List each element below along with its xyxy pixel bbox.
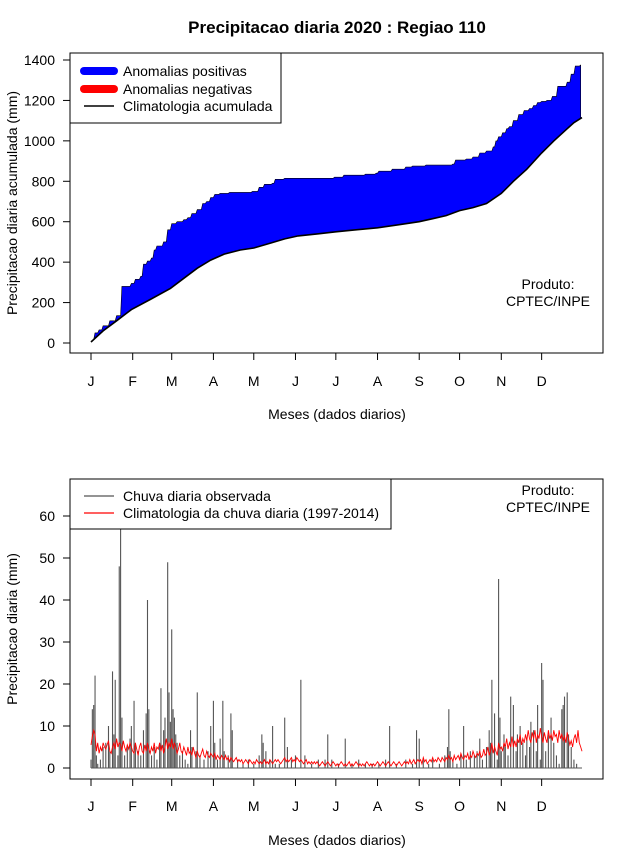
x-tick-label: A xyxy=(209,798,219,814)
x-tick-label: N xyxy=(496,373,506,389)
y-tick-label: 1200 xyxy=(24,92,55,108)
legend-label-climatology: Climatologia acumulada xyxy=(123,98,273,114)
daily-climatology-line xyxy=(90,728,583,767)
x-tick-label: O xyxy=(454,373,465,389)
figure-title: Precipitacao diaria 2020 : Regiao 110 xyxy=(188,18,486,37)
legend-label-positive: Anomalias positivas xyxy=(123,63,247,79)
x-tick-label: A xyxy=(373,798,383,814)
legend-label-negative: Anomalias negativas xyxy=(123,81,252,97)
daily-panel: 0 10 20 30 40 50 60 J F M A M J J A S O N D Meses (dados … xyxy=(4,478,604,848)
daily-x-label: Meses (dados diarios) xyxy=(268,832,406,848)
cumulative-product-source: CPTEC/INPE xyxy=(506,293,590,309)
climatology-line-layer xyxy=(90,116,583,343)
daily-product-label: Produto: xyxy=(522,482,575,498)
x-tick-label: F xyxy=(128,798,137,814)
cumulative-panel: 0 200 400 600 800 1000 1200 1400 J F M A M J J A S O N D M… xyxy=(4,52,604,422)
daily-product-source: CPTEC/INPE xyxy=(506,499,590,515)
cumulative-y-label: Precipitacao diaria acumulada (mm) xyxy=(4,91,20,315)
daily-climatology-layer xyxy=(90,728,583,767)
legend-label-daily-climatology: Climatologia da chuva diaria (1997-2014) xyxy=(123,505,379,521)
daily-legend-box xyxy=(69,478,392,530)
x-tick-label: A xyxy=(373,373,383,389)
x-tick-label: S xyxy=(415,798,424,814)
y-tick-label: 400 xyxy=(32,254,56,270)
y-tick-label: 10 xyxy=(39,718,55,734)
y-tick-label: 1000 xyxy=(24,133,55,149)
legend-label-observed: Chuva diaria observada xyxy=(123,488,271,504)
y-tick-label: 0 xyxy=(47,335,55,351)
x-tick-label: J xyxy=(292,373,299,389)
y-tick-label: 50 xyxy=(39,550,55,566)
daily-bar-layer xyxy=(90,528,582,769)
cumulative-legend: Anomalias positivas Anomalias negativas … xyxy=(69,52,282,124)
x-tick-label: O xyxy=(454,798,465,814)
x-tick-label: J xyxy=(332,373,339,389)
y-tick-label: 20 xyxy=(39,676,55,692)
x-tick-label: S xyxy=(415,373,424,389)
y-tick-label: 0 xyxy=(47,760,55,776)
y-tick-label: 30 xyxy=(39,634,55,650)
x-tick-label: F xyxy=(128,373,137,389)
daily-y-axis: 0 10 20 30 40 50 60 xyxy=(39,508,71,776)
x-tick-label: N xyxy=(496,798,506,814)
x-tick-label: A xyxy=(209,373,219,389)
x-tick-label: D xyxy=(537,798,547,814)
y-tick-label: 40 xyxy=(39,592,55,608)
climatology-cumulative-line xyxy=(90,116,583,343)
x-tick-label: M xyxy=(166,798,178,814)
daily-legend: Chuva diaria observada Climatologia da c… xyxy=(69,478,392,530)
y-tick-label: 60 xyxy=(39,508,55,524)
x-tick-label: J xyxy=(88,798,95,814)
daily-y-label: Precipitacao diaria (mm) xyxy=(4,553,20,705)
cumulative-y-axis: 0 200 400 600 800 1000 1200 1400 xyxy=(24,52,71,351)
y-tick-label: 1400 xyxy=(24,52,55,68)
x-tick-label: J xyxy=(332,798,339,814)
x-tick-label: M xyxy=(248,798,260,814)
x-tick-label: D xyxy=(537,373,547,389)
y-tick-label: 800 xyxy=(32,173,56,189)
y-tick-label: 600 xyxy=(32,214,56,230)
x-tick-label: M xyxy=(248,373,260,389)
cumulative-product-label: Produto: xyxy=(522,276,575,292)
x-tick-label: J xyxy=(88,373,95,389)
y-tick-label: 200 xyxy=(32,295,56,311)
x-tick-label: M xyxy=(166,373,178,389)
cumulative-x-label: Meses (dados diarios) xyxy=(268,406,406,422)
x-tick-label: J xyxy=(292,798,299,814)
